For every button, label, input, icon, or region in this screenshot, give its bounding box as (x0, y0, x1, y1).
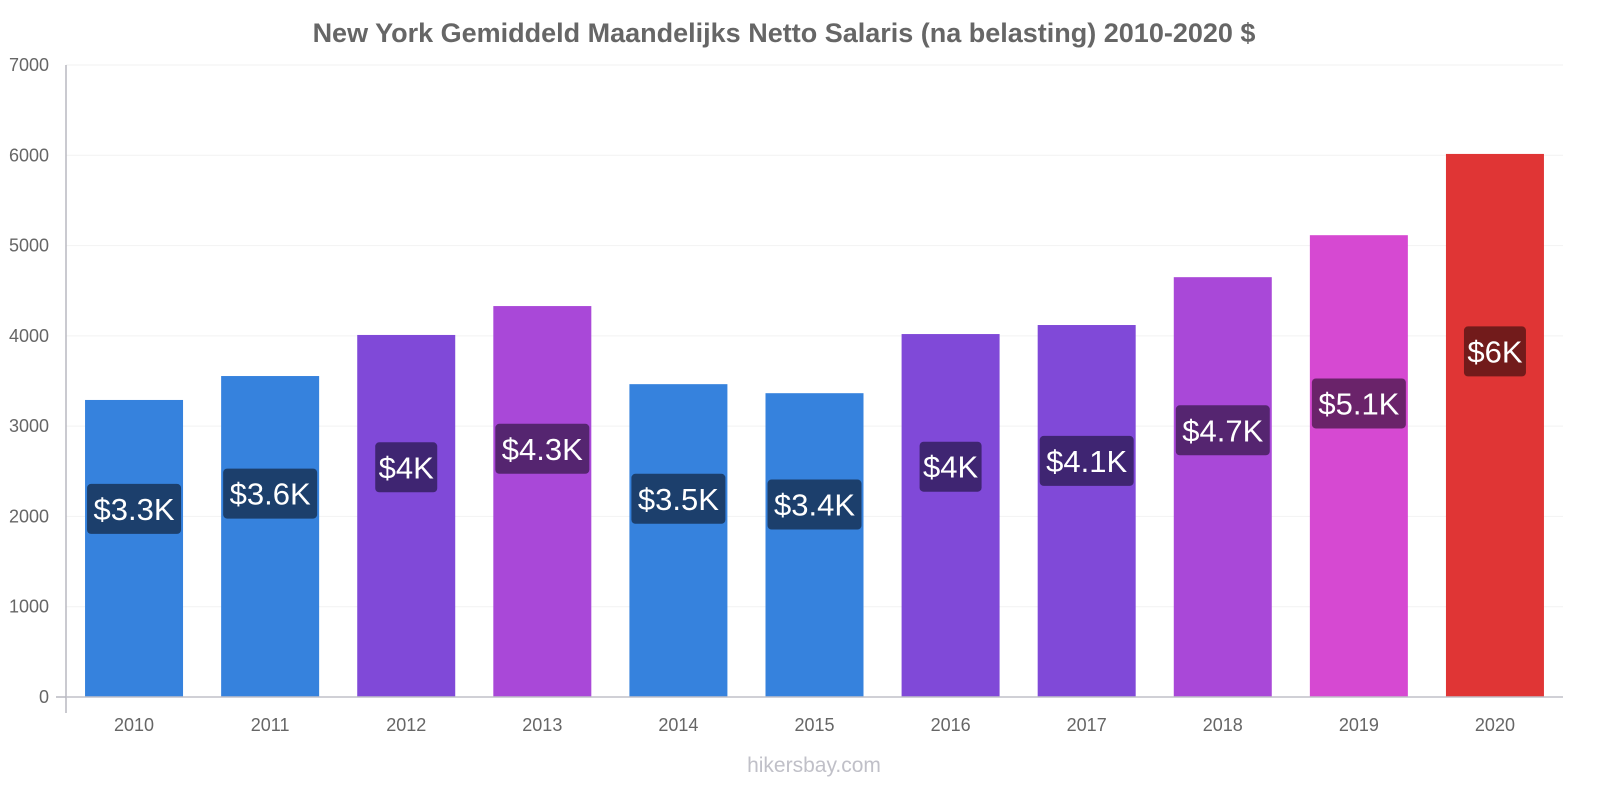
bars (85, 153, 1544, 698)
x-tick-label: 2015 (794, 715, 834, 735)
data-label-box (919, 441, 982, 492)
footer-watermark: hikersbay.com (747, 754, 881, 777)
data-label-box (1463, 326, 1526, 377)
data-labels: $3.3K $3.6K $4K $4.3K $3.5K $3.4K $4K $4.1K $4.7… (87, 326, 1526, 534)
data-label-box (223, 468, 318, 519)
data-label: $3.3K (94, 492, 175, 527)
data-label: $4.7K (1182, 413, 1263, 448)
y-tick-label: 7000 (9, 55, 49, 75)
data-label-box (495, 423, 590, 474)
y-tick-label: 4000 (9, 326, 49, 346)
bar-2015 (765, 393, 864, 697)
x-tick-label: 2020 (1475, 715, 1515, 735)
y-tick-label: 0 (39, 687, 49, 707)
x-tick-label: 2019 (1339, 715, 1379, 735)
data-label: $5.1K (1318, 386, 1399, 421)
y-tick-label: 3000 (9, 416, 49, 436)
x-tick-label: 2012 (386, 715, 426, 735)
bar-2013 (493, 306, 592, 697)
y-axis: 0 1000 2000 3000 4000 5000 6000 7000 (9, 55, 67, 713)
y-tick-label: 6000 (9, 145, 49, 165)
x-tick-label: 2010 (114, 715, 154, 735)
data-label: $4.3K (502, 432, 583, 467)
bar-2019 (1309, 235, 1408, 697)
data-label-box (1175, 405, 1270, 456)
data-label-box (87, 483, 182, 534)
bar-2020 (1445, 153, 1544, 698)
bar-2014 (629, 384, 728, 697)
bar-2010 (85, 399, 184, 697)
data-label: $4.1K (1046, 444, 1127, 479)
bar-2012 (357, 334, 456, 697)
data-label: $3.4K (774, 488, 855, 523)
data-label-box (631, 473, 726, 524)
x-tick-label: 2017 (1067, 715, 1107, 735)
y-tick-label: 1000 (9, 597, 49, 617)
x-tick-label: 2013 (522, 715, 562, 735)
data-label: $4K (379, 450, 434, 485)
x-tick-label: 2016 (931, 715, 971, 735)
data-label: $3.6K (230, 477, 311, 512)
x-tick-label: 2014 (658, 715, 698, 735)
y-tick-label: 5000 (9, 236, 49, 256)
data-label: $4K (923, 450, 978, 485)
data-label-box (767, 479, 862, 530)
x-axis: 2010 2011 2012 2013 2014 2015 2016 2017 2018 2019… (66, 696, 1563, 735)
chart-title: New York Gemiddeld Maandelijks Netto Sal… (313, 18, 1256, 48)
x-tick-label: 2018 (1203, 715, 1243, 735)
bar-2016 (901, 334, 1000, 697)
data-label-box (1311, 378, 1406, 429)
bar-2017 (1037, 325, 1136, 697)
bar-2018 (1173, 277, 1272, 697)
y-tick-label: 2000 (9, 506, 49, 526)
data-label: $3.5K (638, 482, 719, 517)
data-label-box (375, 442, 438, 493)
bar-2011 (221, 376, 320, 697)
data-label: $6K (1467, 334, 1522, 369)
x-tick-label: 2011 (251, 715, 290, 735)
data-label-box (1039, 435, 1134, 486)
